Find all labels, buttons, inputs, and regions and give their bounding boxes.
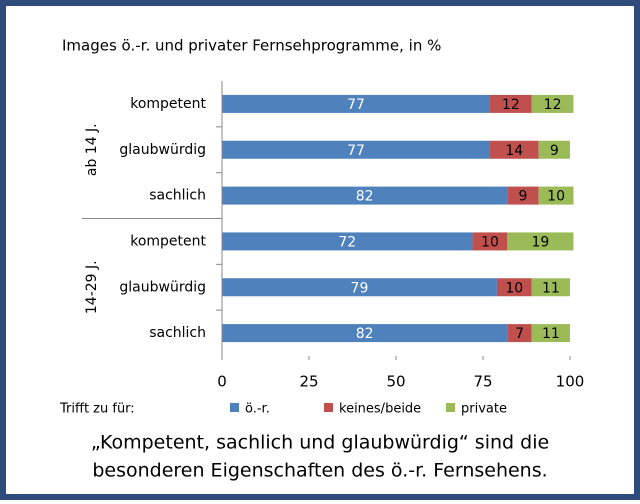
bar-segment bbox=[507, 186, 539, 205]
legend-title: Trifft zu für: bbox=[59, 402, 135, 417]
data-label: 11 bbox=[542, 280, 560, 296]
data-label: 19 bbox=[532, 234, 550, 250]
bar-segment bbox=[507, 324, 532, 343]
bar-segment bbox=[531, 94, 574, 113]
x-tick-label: 75 bbox=[473, 373, 492, 391]
y-tick-label: sachlich bbox=[149, 325, 206, 341]
group-label: 14-29 J. bbox=[84, 260, 100, 314]
bar-segment bbox=[472, 232, 508, 251]
legend-label: ö.-r. bbox=[245, 402, 270, 417]
x-tick-label: 25 bbox=[299, 373, 318, 391]
bar-segment bbox=[489, 140, 539, 159]
y-tick-label: glaubwürdig bbox=[119, 142, 206, 158]
bar-segment bbox=[222, 186, 508, 205]
data-label: 9 bbox=[550, 143, 559, 159]
data-label: 82 bbox=[356, 326, 374, 342]
data-label: 10 bbox=[505, 280, 523, 296]
data-label: 10 bbox=[547, 189, 565, 205]
data-label: 12 bbox=[544, 97, 562, 113]
legend-label: keines/beide bbox=[339, 402, 421, 417]
bar-segment bbox=[531, 278, 570, 297]
data-label: 79 bbox=[351, 280, 369, 296]
legend-label: private bbox=[461, 402, 507, 417]
bar-segment bbox=[222, 140, 490, 159]
caption: „Kompetent, sachlich und glaubwürdig“ si… bbox=[91, 432, 549, 454]
bar-segment bbox=[496, 278, 532, 297]
bar-segment bbox=[489, 94, 532, 113]
bar-segment bbox=[507, 232, 574, 251]
y-tick-label: glaubwürdig bbox=[119, 279, 206, 295]
bar-segment bbox=[538, 140, 570, 159]
legend-swatch bbox=[230, 403, 239, 412]
data-label: 12 bbox=[502, 97, 520, 113]
data-label: 82 bbox=[356, 189, 374, 205]
data-label: 14 bbox=[505, 143, 523, 159]
legend-swatch bbox=[446, 403, 455, 412]
bar-segment bbox=[538, 186, 574, 205]
caption: besonderen Eigenschaften des ö.-r. Ferns… bbox=[92, 460, 547, 482]
bar-segment bbox=[222, 94, 490, 113]
bar-segment bbox=[222, 324, 508, 343]
group-label: ab 14 J. bbox=[84, 123, 100, 176]
legend-swatch bbox=[324, 403, 333, 412]
data-label: 77 bbox=[347, 143, 365, 159]
x-tick-label: 100 bbox=[556, 373, 585, 391]
data-label: 11 bbox=[542, 326, 560, 342]
bar-segment bbox=[531, 324, 570, 343]
y-tick-label: sachlich bbox=[149, 188, 206, 204]
bar-segment bbox=[222, 232, 473, 251]
x-tick-label: 0 bbox=[217, 373, 227, 391]
data-label: 9 bbox=[519, 189, 528, 205]
data-label: 7 bbox=[515, 326, 524, 342]
data-label: 77 bbox=[347, 97, 365, 113]
data-label: 10 bbox=[481, 234, 499, 250]
bar-segment bbox=[222, 278, 497, 297]
data-label: 72 bbox=[338, 234, 356, 250]
x-tick-label: 50 bbox=[386, 373, 405, 391]
y-tick-label: kompetent bbox=[130, 96, 206, 112]
chart-title: Images ö.-r. und privater Fernsehprogram… bbox=[62, 37, 441, 55]
y-tick-label: kompetent bbox=[130, 233, 206, 249]
